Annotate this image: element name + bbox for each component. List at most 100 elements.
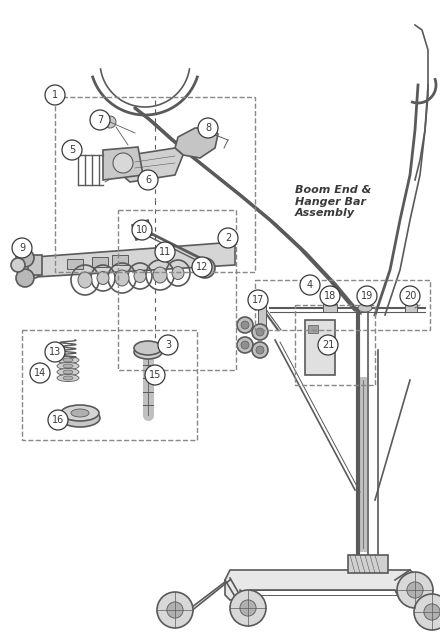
Polygon shape: [132, 220, 152, 240]
Ellipse shape: [57, 357, 79, 364]
Text: 14: 14: [34, 368, 46, 378]
Ellipse shape: [115, 270, 129, 286]
Circle shape: [318, 335, 338, 355]
Bar: [308, 325, 318, 333]
Circle shape: [397, 572, 433, 608]
Circle shape: [300, 275, 320, 295]
Ellipse shape: [153, 267, 167, 283]
Bar: [348, 555, 388, 573]
Text: 16: 16: [52, 415, 64, 425]
Ellipse shape: [63, 364, 73, 368]
Circle shape: [248, 290, 268, 310]
Ellipse shape: [71, 409, 89, 417]
Circle shape: [241, 341, 249, 349]
Circle shape: [218, 228, 238, 248]
Bar: [118, 210, 236, 370]
Ellipse shape: [63, 358, 73, 362]
Text: 15: 15: [149, 370, 161, 380]
Polygon shape: [35, 242, 235, 277]
Ellipse shape: [61, 405, 99, 421]
Ellipse shape: [358, 304, 372, 312]
Circle shape: [256, 328, 264, 336]
Circle shape: [407, 582, 423, 598]
Circle shape: [256, 346, 264, 354]
Bar: [305, 320, 335, 375]
Text: 21: 21: [322, 340, 334, 350]
Ellipse shape: [134, 341, 162, 355]
Circle shape: [62, 140, 82, 160]
Bar: [55, 97, 255, 272]
Ellipse shape: [97, 272, 109, 285]
Bar: [112, 255, 128, 265]
Text: 8: 8: [205, 123, 211, 133]
Circle shape: [104, 116, 116, 128]
Ellipse shape: [172, 267, 184, 279]
Bar: [92, 257, 108, 267]
Bar: [255, 280, 430, 330]
Circle shape: [252, 342, 268, 358]
Circle shape: [240, 600, 256, 616]
Circle shape: [241, 321, 249, 329]
Circle shape: [424, 604, 440, 620]
Text: 3: 3: [165, 340, 171, 350]
Circle shape: [357, 286, 377, 306]
Circle shape: [192, 257, 212, 277]
Circle shape: [12, 238, 32, 258]
Circle shape: [252, 324, 268, 340]
Circle shape: [155, 242, 175, 262]
Circle shape: [200, 263, 210, 273]
Text: 20: 20: [404, 291, 416, 301]
Text: 18: 18: [324, 291, 336, 301]
Bar: [67, 259, 83, 269]
Text: 13: 13: [49, 347, 61, 357]
Circle shape: [195, 258, 215, 278]
Circle shape: [145, 365, 165, 385]
Ellipse shape: [57, 375, 79, 382]
Circle shape: [157, 592, 193, 628]
Circle shape: [414, 594, 440, 630]
Bar: [405, 304, 417, 312]
Circle shape: [16, 269, 34, 287]
Text: 19: 19: [361, 291, 373, 301]
Ellipse shape: [63, 376, 73, 380]
Text: 5: 5: [69, 145, 75, 155]
Circle shape: [198, 118, 218, 138]
Circle shape: [45, 342, 65, 362]
Text: 4: 4: [307, 280, 313, 290]
Circle shape: [113, 153, 133, 173]
Text: 11: 11: [159, 247, 171, 257]
Text: 12: 12: [196, 262, 208, 272]
Text: 9: 9: [19, 243, 25, 253]
Circle shape: [237, 337, 253, 353]
Polygon shape: [122, 148, 183, 182]
Circle shape: [48, 410, 68, 430]
Circle shape: [16, 249, 34, 267]
Ellipse shape: [29, 256, 41, 278]
Circle shape: [230, 590, 266, 626]
Circle shape: [400, 286, 420, 306]
Circle shape: [30, 363, 50, 383]
Ellipse shape: [63, 370, 73, 374]
Bar: [295, 305, 375, 385]
Text: 10: 10: [136, 225, 148, 235]
Circle shape: [158, 335, 178, 355]
Polygon shape: [225, 570, 420, 600]
Circle shape: [320, 286, 340, 306]
Text: 7: 7: [97, 115, 103, 125]
Circle shape: [132, 220, 152, 240]
Ellipse shape: [134, 269, 146, 283]
Bar: [323, 304, 337, 312]
Polygon shape: [175, 128, 218, 158]
Circle shape: [45, 85, 65, 105]
Circle shape: [138, 170, 158, 190]
Bar: [258, 303, 266, 329]
Text: Boom End &
Hanger Bar
Assembly: Boom End & Hanger Bar Assembly: [295, 185, 371, 218]
Polygon shape: [103, 147, 143, 180]
Ellipse shape: [57, 362, 79, 369]
Ellipse shape: [78, 272, 92, 288]
Text: 17: 17: [252, 295, 264, 305]
Circle shape: [167, 602, 183, 618]
Text: 1: 1: [52, 90, 58, 100]
Circle shape: [90, 110, 110, 130]
Ellipse shape: [57, 369, 79, 376]
